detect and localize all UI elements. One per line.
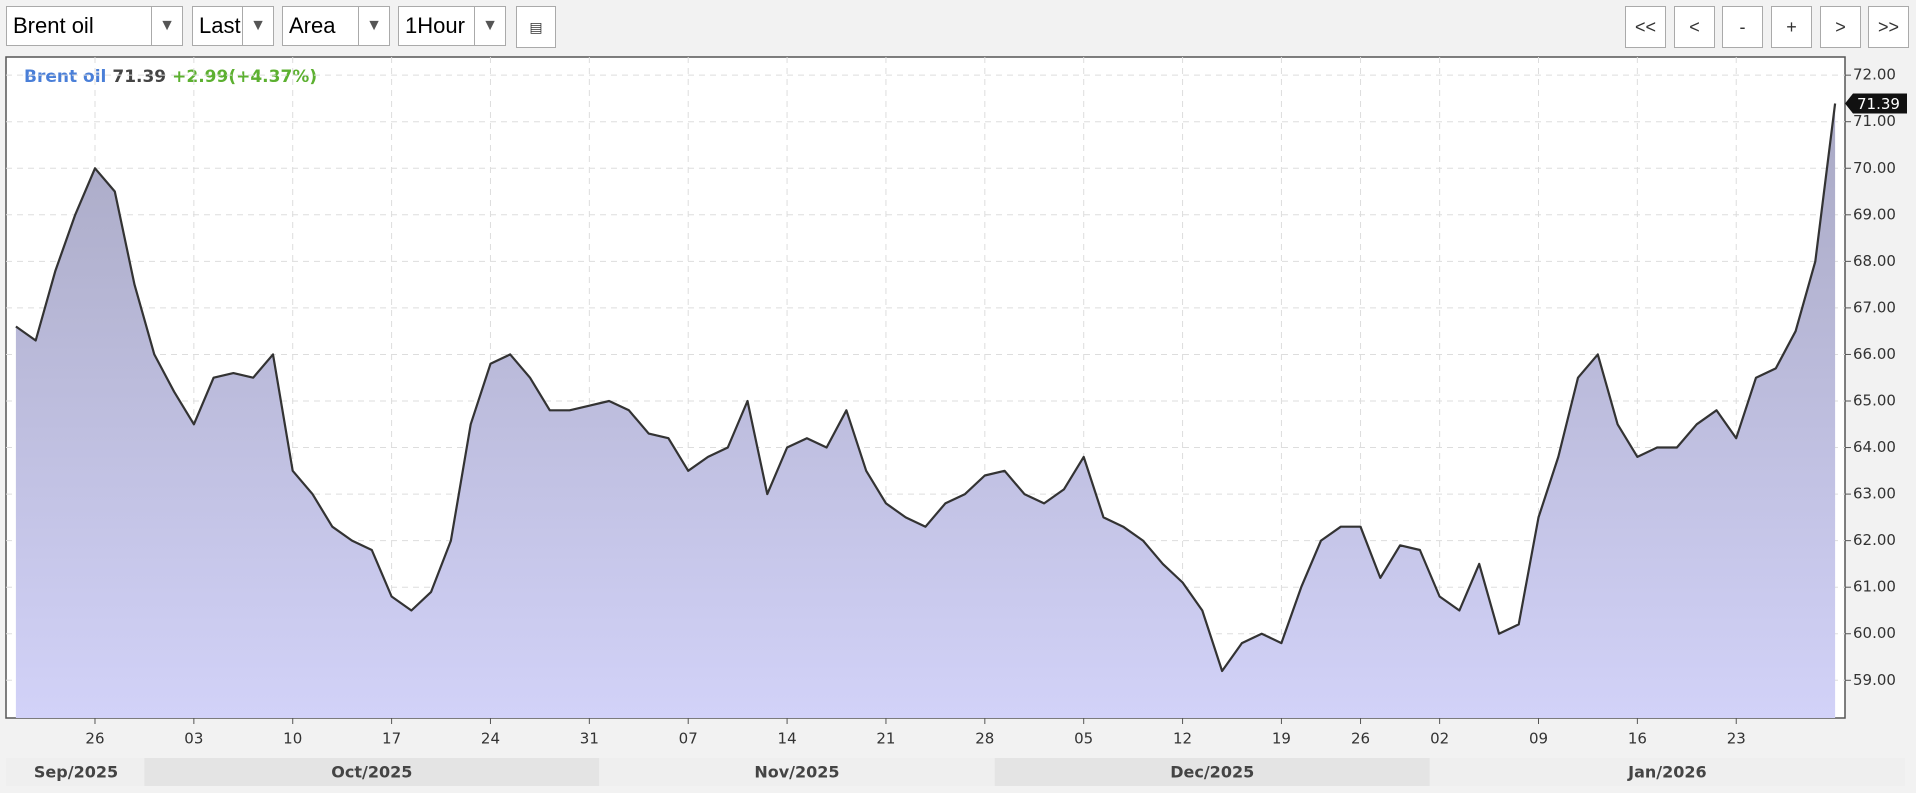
y-tick-label: 65.00 <box>1853 391 1896 409</box>
x-tick-label: 10 <box>283 730 302 748</box>
dropdown-arrow: ▼ <box>242 7 273 45</box>
price-line <box>15 103 1837 673</box>
y-tick-label: 59.00 <box>1853 671 1896 689</box>
nav-button[interactable]: >> <box>1868 6 1909 48</box>
dropdown-arrow: ▼ <box>151 7 182 45</box>
nav-button[interactable]: - <box>1722 6 1763 48</box>
month-band <box>6 758 145 786</box>
x-tick-label: 02 <box>1430 730 1449 748</box>
field-text: Last <box>199 13 241 38</box>
nav-button[interactable]: + <box>1771 6 1812 48</box>
quote-last: 71.39 <box>112 67 166 87</box>
x-tick-label: 05 <box>1074 730 1093 748</box>
symbol-text: Brent oil <box>13 13 94 38</box>
nav-button[interactable]: << <box>1625 6 1666 48</box>
x-tick-label: 26 <box>1351 730 1370 748</box>
y-tick-label: 68.00 <box>1853 252 1896 270</box>
x-tick-label: 19 <box>1272 730 1291 748</box>
x-tick-label: 26 <box>85 730 104 748</box>
month-band <box>1429 758 1905 786</box>
price-tag-label: 71.39 <box>1857 95 1900 113</box>
field-select[interactable]: Last ▼ <box>192 6 274 46</box>
month-band <box>994 758 1430 786</box>
y-tick-label: 72.00 <box>1853 66 1896 84</box>
price-tag <box>1845 93 1907 114</box>
x-tick-label: 12 <box>1173 730 1192 748</box>
x-tick-label: 07 <box>679 730 698 748</box>
nav-button[interactable]: > <box>1820 6 1861 48</box>
month-band <box>599 758 995 786</box>
month-label: Nov/2025 <box>754 763 839 782</box>
interval-text: 1Hour <box>405 13 465 38</box>
y-tick-label: 66.00 <box>1853 345 1896 363</box>
dropdown-arrow: ▼ <box>358 7 389 45</box>
x-tick-label: 03 <box>184 730 203 748</box>
x-tick-label: 17 <box>382 730 401 748</box>
x-tick-label: 14 <box>778 730 797 748</box>
y-tick-label: 63.00 <box>1853 485 1896 503</box>
style-text: Area <box>289 13 336 38</box>
month-label: Sep/2025 <box>34 763 118 782</box>
y-tick-label: 61.00 <box>1853 578 1896 596</box>
month-label: Jan/2026 <box>1627 763 1707 782</box>
style-select[interactable]: Area ▼ <box>282 6 390 46</box>
area-fill <box>15 103 1836 718</box>
nav-button[interactable]: < <box>1674 6 1715 48</box>
quote-header: Brent oil 71.39 +2.99(+4.37%) <box>24 67 317 87</box>
y-tick-label: 60.00 <box>1853 624 1896 642</box>
interval-select[interactable]: 1Hour ▼ <box>398 6 506 46</box>
x-tick-label: 24 <box>481 730 500 748</box>
x-tick-label: 21 <box>876 730 895 748</box>
month-label: Dec/2025 <box>1170 763 1254 782</box>
x-tick-label: 23 <box>1727 730 1746 748</box>
symbol-select[interactable]: Brent oil ▼ <box>6 6 183 46</box>
y-tick-label: 70.00 <box>1853 159 1896 177</box>
x-tick-label: 09 <box>1529 730 1548 748</box>
y-tick-label: 71.00 <box>1853 112 1896 130</box>
y-tick-label: 69.00 <box>1853 205 1896 223</box>
dropdown-arrow: ▼ <box>474 7 505 45</box>
x-tick-label: 16 <box>1628 730 1647 748</box>
y-tick-label: 62.00 <box>1853 531 1896 549</box>
quote-name: Brent oil <box>24 67 106 87</box>
x-tick-label: 28 <box>975 730 994 748</box>
y-tick-label: 64.00 <box>1853 438 1896 456</box>
y-tick-label: 67.00 <box>1853 298 1896 316</box>
month-band <box>144 758 600 786</box>
quote-change: +2.99(+4.37%) <box>172 67 317 87</box>
x-tick-label: 31 <box>580 730 599 748</box>
month-label: Oct/2025 <box>331 763 412 782</box>
table-button[interactable]: ▤ <box>516 6 556 48</box>
